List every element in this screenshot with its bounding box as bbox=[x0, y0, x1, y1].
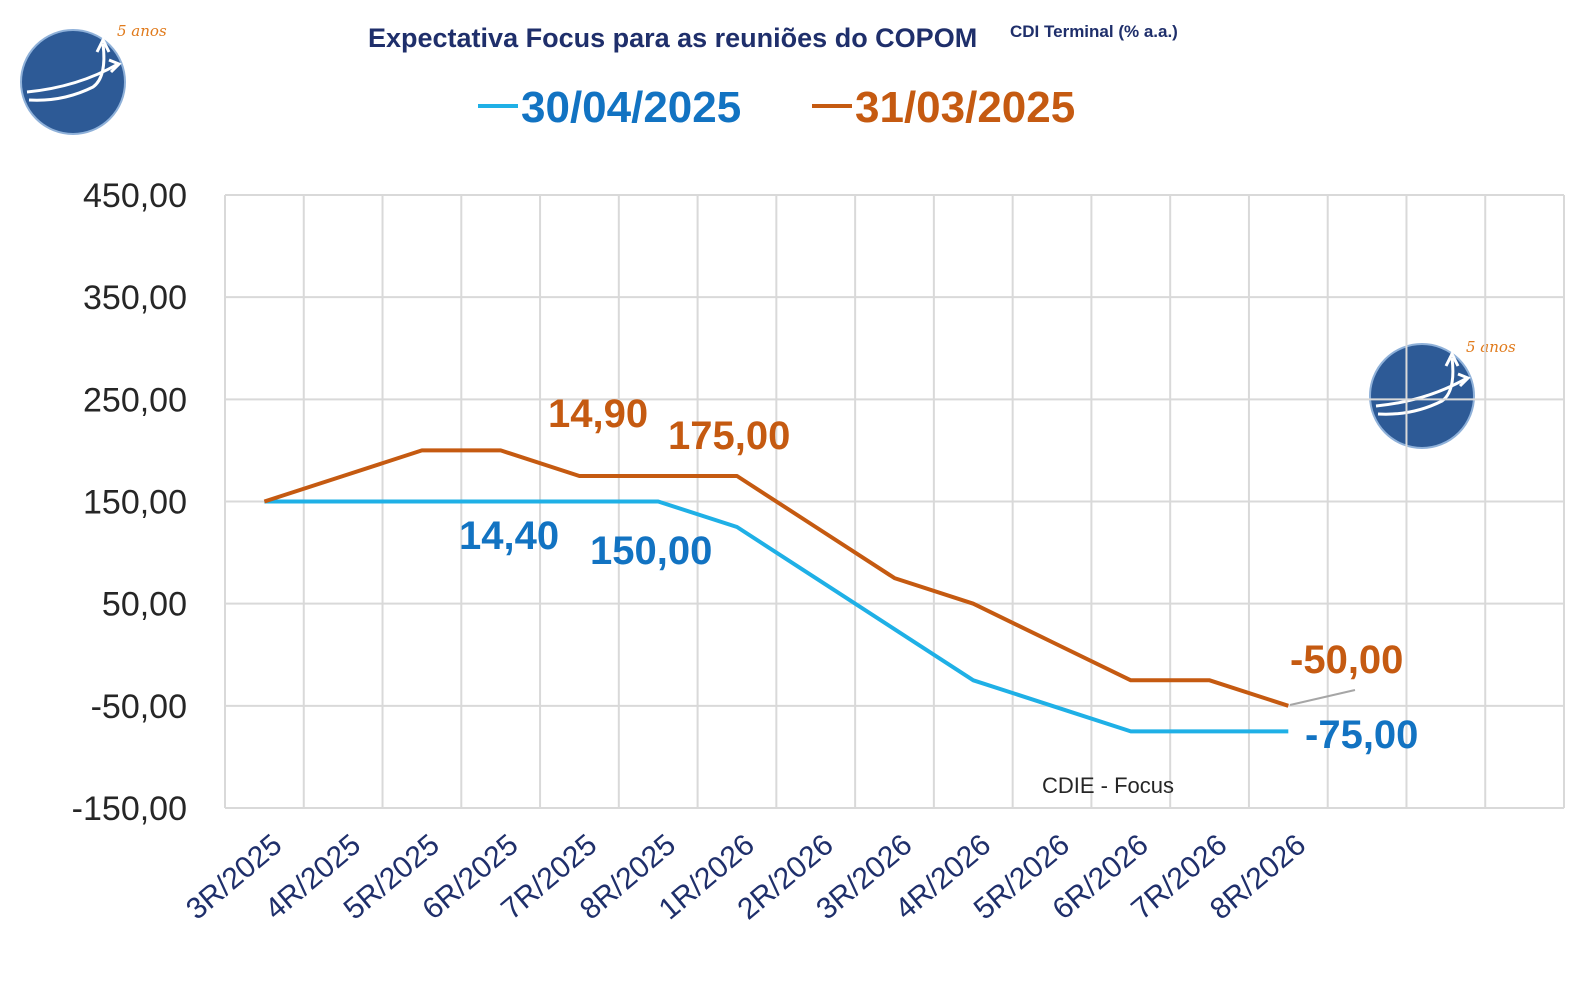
logo-tag-right: 5 anos bbox=[1466, 338, 1516, 356]
annotation-label: 14,40 bbox=[459, 514, 559, 558]
y-tick-label: -50,00 bbox=[91, 688, 187, 726]
legend-label-series-1: 30/04/2025 bbox=[521, 83, 741, 132]
annotation-label: 175,00 bbox=[668, 414, 790, 458]
series-line-2 bbox=[263, 448, 1289, 708]
annotation-label: 14,90 bbox=[548, 392, 648, 436]
annotation-label: 150,00 bbox=[590, 529, 712, 573]
series-lines bbox=[263, 448, 1289, 734]
source-note: CDIE - Focus bbox=[1042, 773, 1174, 798]
legend: 30/04/2025 31/03/2025 bbox=[478, 83, 1075, 132]
y-tick-label: -150,00 bbox=[72, 790, 187, 828]
logo-tag-top: 5 anos bbox=[117, 22, 167, 40]
y-axis-ticks: 450,00 350,00 250,00 150,00 50,00 -50,00 -150,… bbox=[72, 177, 187, 828]
y-tick-label: 150,00 bbox=[83, 484, 187, 522]
chart-subtitle: CDI Terminal (% a.a.) bbox=[1010, 22, 1178, 41]
y-tick-label: 450,00 bbox=[83, 177, 187, 215]
y-tick-label: 250,00 bbox=[83, 381, 187, 419]
y-tick-label: 50,00 bbox=[102, 586, 187, 624]
series-line-1 bbox=[264, 499, 1289, 734]
logo-right bbox=[1369, 343, 1475, 449]
legend-label-series-2: 31/03/2025 bbox=[855, 83, 1075, 132]
annotation-leader-line bbox=[1289, 689, 1356, 706]
annotation-label: -75,00 bbox=[1305, 713, 1418, 757]
x-axis-ticks: 3R/20254R/20255R/20256R/20257R/20258R/20… bbox=[180, 828, 1312, 926]
logo-top-left bbox=[20, 29, 126, 135]
chart-title: Expectativa Focus para as reuniões do CO… bbox=[368, 23, 977, 53]
y-tick-label: 350,00 bbox=[83, 279, 187, 317]
annotation-label: -50,00 bbox=[1290, 638, 1403, 682]
